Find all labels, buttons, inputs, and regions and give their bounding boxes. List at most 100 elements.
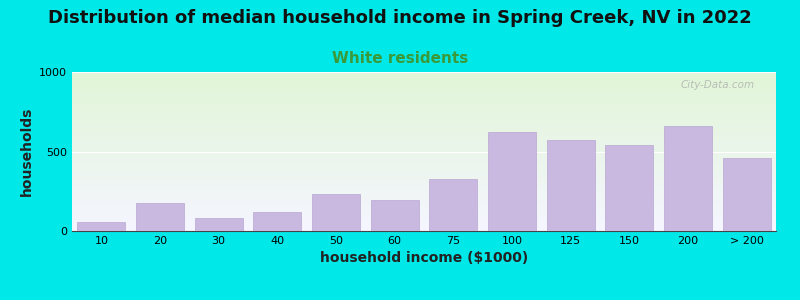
Bar xyxy=(72,152,776,153)
Bar xyxy=(72,126,776,127)
Bar xyxy=(488,132,536,231)
Bar xyxy=(72,97,776,98)
Bar xyxy=(72,227,776,228)
Bar xyxy=(72,199,776,200)
Bar xyxy=(72,143,776,144)
Bar xyxy=(72,125,776,126)
Bar xyxy=(72,194,776,195)
Bar xyxy=(72,177,776,178)
Bar xyxy=(72,100,776,101)
Bar xyxy=(72,197,776,198)
Bar xyxy=(72,122,776,123)
Bar xyxy=(72,141,776,142)
Bar xyxy=(72,173,776,174)
Bar xyxy=(72,201,776,202)
Bar xyxy=(72,80,776,81)
Bar xyxy=(72,95,776,96)
Bar xyxy=(72,223,776,224)
Bar xyxy=(72,198,776,199)
Bar xyxy=(72,228,776,229)
Bar xyxy=(72,208,776,209)
Bar xyxy=(72,79,776,80)
Bar xyxy=(72,146,776,147)
Bar xyxy=(72,151,776,152)
Bar xyxy=(72,117,776,118)
Bar xyxy=(722,158,770,231)
Bar xyxy=(78,222,126,231)
Bar xyxy=(72,83,776,84)
Bar xyxy=(72,78,776,79)
Bar xyxy=(72,137,776,138)
Bar xyxy=(72,136,776,137)
Bar xyxy=(72,196,776,197)
Bar xyxy=(72,226,776,227)
Bar xyxy=(72,207,776,208)
Bar xyxy=(72,96,776,97)
Bar xyxy=(72,134,776,135)
Bar xyxy=(72,85,776,86)
Bar xyxy=(72,148,776,149)
Bar xyxy=(72,82,776,83)
Bar xyxy=(72,154,776,155)
Bar xyxy=(72,202,776,203)
Bar xyxy=(72,212,776,213)
Bar xyxy=(72,145,776,146)
Bar xyxy=(72,206,776,207)
Bar xyxy=(72,135,776,136)
Bar xyxy=(72,90,776,91)
Bar xyxy=(72,188,776,189)
Bar xyxy=(72,85,776,86)
Text: City-Data.com: City-Data.com xyxy=(681,80,755,90)
Bar xyxy=(72,119,776,120)
Bar xyxy=(72,158,776,159)
Bar xyxy=(72,120,776,121)
Bar xyxy=(72,150,776,151)
Bar xyxy=(312,194,360,231)
Bar xyxy=(72,181,776,182)
Bar xyxy=(194,218,242,231)
Bar xyxy=(72,222,776,223)
Bar xyxy=(72,184,776,185)
Bar xyxy=(72,133,776,134)
Bar xyxy=(72,107,776,108)
Bar xyxy=(72,72,776,73)
Bar xyxy=(72,138,776,139)
Bar xyxy=(72,224,776,225)
Bar xyxy=(72,114,776,115)
Bar xyxy=(72,109,776,110)
Bar xyxy=(72,156,776,157)
Bar xyxy=(72,209,776,210)
Bar xyxy=(72,86,776,87)
Bar xyxy=(72,76,776,77)
Bar xyxy=(72,74,776,75)
Bar xyxy=(72,178,776,179)
Bar xyxy=(72,205,776,206)
Bar xyxy=(72,108,776,109)
Bar xyxy=(72,118,776,119)
Bar xyxy=(72,147,776,148)
Bar xyxy=(72,132,776,133)
Bar xyxy=(72,87,776,88)
Bar xyxy=(72,116,776,117)
Bar xyxy=(72,191,776,192)
Bar xyxy=(72,183,776,184)
Bar xyxy=(72,112,776,113)
Bar xyxy=(72,175,776,176)
Bar xyxy=(72,92,776,93)
Bar xyxy=(72,186,776,187)
Bar xyxy=(430,178,478,231)
Bar xyxy=(72,165,776,166)
Bar xyxy=(72,218,776,219)
Bar xyxy=(72,219,776,220)
Bar xyxy=(72,105,776,106)
Bar xyxy=(72,81,776,82)
Bar xyxy=(72,216,776,217)
Bar xyxy=(72,172,776,173)
Bar xyxy=(72,124,776,125)
Bar xyxy=(72,101,776,102)
Bar xyxy=(72,149,776,150)
Bar xyxy=(72,123,776,124)
Bar xyxy=(72,128,776,129)
Bar xyxy=(72,213,776,214)
Bar xyxy=(72,94,776,95)
